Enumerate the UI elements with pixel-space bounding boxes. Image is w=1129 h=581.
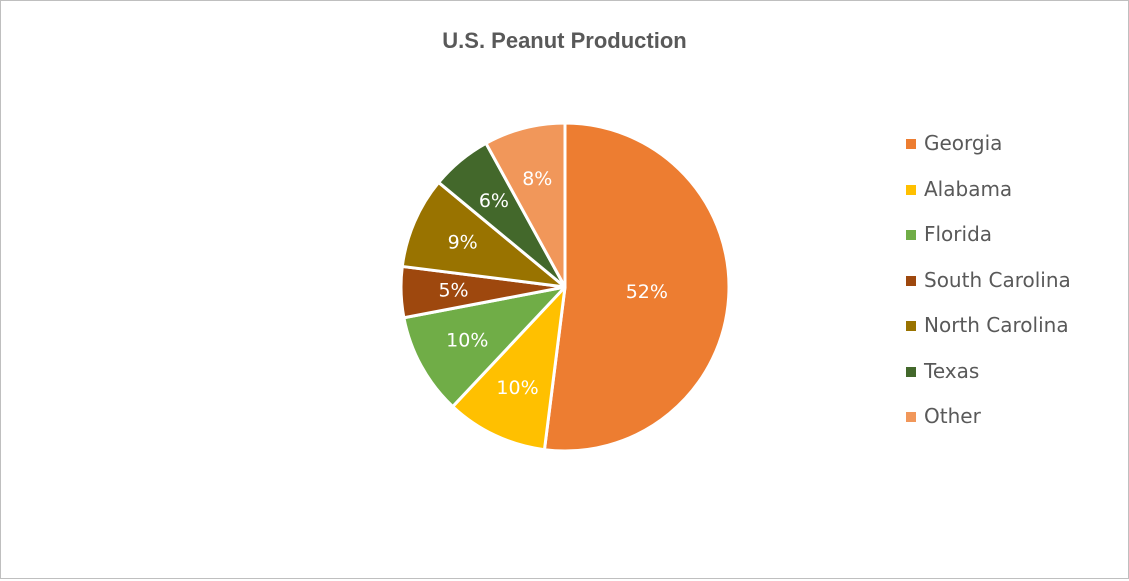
legend-label: Other [924,404,981,428]
legend-swatch [906,275,916,286]
legend-label: South Carolina [924,267,1071,292]
legend-label: Georgia [924,131,1003,155]
data-label-georgia: 52% [626,281,668,303]
pie-slice-alabama [451,285,567,452]
legend-label: North Carolina [924,313,1069,337]
data-label-north-carolina: 9% [448,232,478,254]
legend-label: Florida [924,222,993,246]
legend-swatch [906,184,916,195]
data-label-texas: 6% [479,190,509,212]
data-label-south-carolina: 5% [438,280,468,302]
pie-slice-north-carolina [400,180,567,289]
legend-swatch [906,412,916,422]
data-label-other: 8% [522,168,552,190]
legend-label: Alabama [924,176,1013,201]
chart-title: U.S. Peanut Production [442,28,687,53]
pie-slice-georgia [542,121,731,453]
data-label-florida: 10% [446,330,488,352]
legend-swatch [906,366,916,377]
legend-swatch [906,139,916,149]
legend-label: Texas [924,358,980,383]
legend-swatch [906,321,916,331]
data-label-alabama: 10% [496,377,538,399]
pie-slice-florida [402,285,567,409]
legend-swatch [906,230,916,240]
pie-slice-other [484,121,567,289]
